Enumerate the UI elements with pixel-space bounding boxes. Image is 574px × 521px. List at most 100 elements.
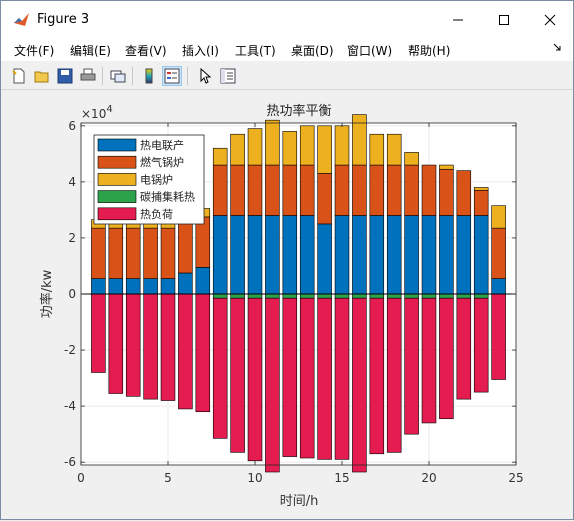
bar-chp xyxy=(439,215,454,295)
bar-chp xyxy=(369,215,385,295)
bar-heat-load xyxy=(491,293,506,380)
bar-chp xyxy=(108,278,124,295)
bar-gas-boiler xyxy=(473,189,489,216)
bar-chp xyxy=(386,215,402,295)
bar-gas-boiler xyxy=(160,227,176,279)
bar-carbon-capture xyxy=(265,293,280,299)
bar-carbon-capture xyxy=(456,293,472,299)
bar-gas-boiler xyxy=(195,216,211,268)
open-file-icon[interactable] xyxy=(32,66,52,86)
bar-gas-boiler xyxy=(91,227,106,279)
bar-electric-boiler xyxy=(491,205,506,229)
bar-chp xyxy=(334,215,350,295)
x-tick-label: 5 xyxy=(164,471,172,485)
bar-electric-boiler xyxy=(404,152,419,166)
legend-label: 热电联产 xyxy=(140,138,184,152)
bar-gas-boiler xyxy=(491,227,506,279)
print-icon[interactable] xyxy=(78,66,98,86)
bar-electric-boiler xyxy=(317,125,332,174)
bar-gas-boiler xyxy=(178,222,193,274)
bar-carbon-capture xyxy=(317,293,332,299)
bar-heat-load xyxy=(160,293,176,401)
chart-title: 热功率平衡 xyxy=(266,103,331,119)
close-icon xyxy=(544,14,556,26)
window-title: Figure 3 xyxy=(37,12,90,27)
bar-chp xyxy=(125,278,141,295)
bar-electric-boiler xyxy=(265,119,280,166)
bar-gas-boiler xyxy=(265,164,280,216)
link-plot-icon[interactable] xyxy=(108,66,128,86)
bar-heat-load xyxy=(299,297,315,459)
menu-edit[interactable]: 编辑(E) xyxy=(70,44,111,58)
menu-help[interactable]: 帮助(H) xyxy=(408,44,451,58)
legend-label: 热负荷 xyxy=(140,207,173,221)
bar-carbon-capture xyxy=(473,293,489,299)
menu-file[interactable]: 文件(F) xyxy=(14,44,55,58)
bar-chp xyxy=(456,215,472,295)
bar-gas-boiler xyxy=(212,164,228,216)
x-axis-label: 时间/h xyxy=(280,494,319,509)
heat-balance-chart: 0 5 10 15 20 25 -6 -4 -2 0 2 4 6 热功率平衡 ×104 时间/h 功率/… xyxy=(39,103,524,509)
minimize-button[interactable] xyxy=(435,1,481,39)
bar-gas-boiler xyxy=(317,173,332,225)
save-icon[interactable] xyxy=(55,66,75,86)
bar-chp xyxy=(282,215,298,295)
bar-chp xyxy=(178,272,193,295)
y-tick-label: 0 xyxy=(68,287,76,301)
bar-chp xyxy=(247,215,263,295)
bar-heat-load xyxy=(369,297,385,455)
bar-heat-load xyxy=(230,297,245,453)
maximize-button[interactable] xyxy=(481,1,527,39)
bar-chp xyxy=(143,278,158,295)
bar-heat-load xyxy=(143,293,158,400)
bar-chp xyxy=(317,223,332,295)
y-axis-label: 功率/kw xyxy=(39,269,55,318)
minimize-icon xyxy=(453,19,463,21)
bar-electric-boiler xyxy=(473,187,489,191)
bar-gas-boiler xyxy=(230,164,245,216)
toolbar-separator xyxy=(102,67,103,85)
bar-carbon-capture xyxy=(334,293,350,299)
bar-heat-load xyxy=(178,293,193,410)
maximize-icon xyxy=(499,15,509,25)
menu-bar: 文件(F) 编辑(E) 查看(V) 插入(I) 工具(T) 桌面(D) 窗口(W… xyxy=(1,39,573,61)
bar-heat-load xyxy=(386,297,402,453)
bar-gas-boiler xyxy=(369,164,385,216)
bar-electric-boiler xyxy=(282,131,298,166)
matlab-logo-icon xyxy=(14,13,29,26)
menu-view[interactable]: 查看(V) xyxy=(125,44,167,58)
menu-desktop[interactable]: 桌面(D) xyxy=(291,44,334,58)
y-exponent-label: ×104 xyxy=(81,104,113,121)
legend-swatch xyxy=(97,190,137,203)
bar-gas-boiler xyxy=(125,227,141,279)
x-tick-label: 10 xyxy=(247,471,262,485)
legend-icon[interactable] xyxy=(162,66,182,86)
bar-gas-boiler xyxy=(439,168,454,216)
menu-insert[interactable]: 插入(I) xyxy=(182,44,219,58)
colorbar-icon[interactable] xyxy=(139,66,159,86)
bar-heat-load xyxy=(404,297,419,435)
bar-heat-load xyxy=(282,297,298,457)
bar-gas-boiler xyxy=(108,227,124,279)
bar-chp xyxy=(473,215,489,295)
bar-heat-load xyxy=(473,297,489,393)
property-inspector-icon[interactable] xyxy=(218,66,238,86)
bar-electric-boiler xyxy=(352,114,367,166)
menu-tools[interactable]: 工具(T) xyxy=(235,44,276,58)
new-figure-icon[interactable] xyxy=(9,66,29,86)
close-button[interactable] xyxy=(527,1,573,39)
bar-gas-boiler xyxy=(386,164,402,216)
legend-label: 电锅炉 xyxy=(140,173,173,186)
menu-window[interactable]: 窗口(W) xyxy=(347,44,393,58)
figure-toolbar xyxy=(1,63,573,90)
bar-carbon-capture xyxy=(352,293,367,299)
figure-canvas: 0 5 10 15 20 25 -6 -4 -2 0 2 4 6 热功率平衡 ×104 时间/h 功率/… xyxy=(3,91,571,517)
bar-electric-boiler xyxy=(334,125,350,166)
dock-arrow-icon[interactable] xyxy=(553,43,561,51)
pointer-icon[interactable] xyxy=(195,66,215,86)
bar-carbon-capture xyxy=(230,293,245,299)
bar-heat-load xyxy=(352,297,367,473)
y-tick-label: 6 xyxy=(68,119,76,133)
